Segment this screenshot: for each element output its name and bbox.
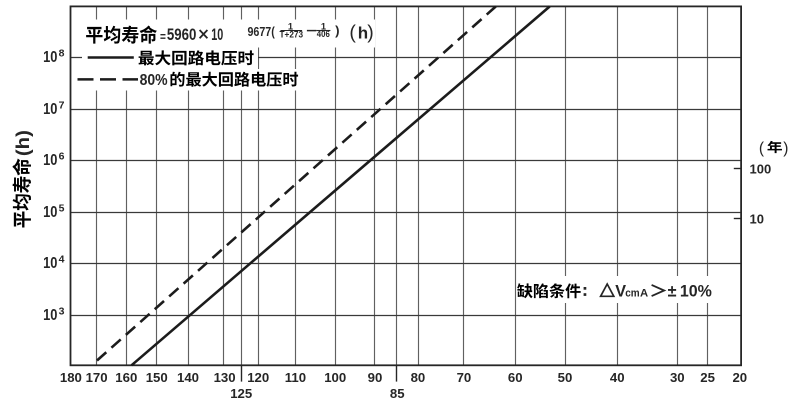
svg-text:110: 110 — [285, 370, 306, 385]
svg-text:V: V — [615, 283, 626, 301]
svg-text:=: = — [160, 30, 166, 44]
svg-text:10: 10 — [43, 101, 57, 118]
svg-text:40: 40 — [610, 370, 625, 385]
svg-text:(h): (h) — [13, 130, 33, 156]
svg-text:10: 10 — [750, 211, 764, 226]
svg-text:85: 85 — [390, 386, 405, 401]
svg-text:100: 100 — [750, 162, 772, 177]
svg-text:A: A — [640, 288, 648, 300]
svg-text:90: 90 — [368, 370, 383, 385]
svg-text:10: 10 — [43, 255, 57, 272]
svg-text:80: 80 — [411, 370, 426, 385]
svg-text:): ) — [783, 140, 788, 157]
svg-text:(: ( — [759, 140, 765, 157]
svg-text:cm: cm — [625, 288, 639, 300]
svg-text:406: 406 — [317, 29, 330, 39]
svg-text:130: 130 — [214, 370, 236, 385]
svg-text:140: 140 — [177, 370, 199, 385]
svg-text:50: 50 — [558, 370, 573, 385]
svg-text:180: 180 — [60, 370, 82, 385]
svg-text:30: 30 — [670, 370, 685, 385]
svg-text:10: 10 — [43, 204, 57, 221]
svg-text:1: 1 — [288, 21, 293, 31]
svg-text:7: 7 — [59, 99, 65, 111]
svg-text:T+273: T+273 — [280, 30, 304, 40]
svg-text:(: ( — [349, 22, 356, 44]
svg-text:): ) — [335, 23, 339, 38]
svg-text:10: 10 — [43, 49, 57, 66]
svg-text:4: 4 — [59, 253, 65, 265]
svg-text:5: 5 — [59, 202, 65, 214]
svg-text:): ) — [367, 22, 374, 44]
svg-text:5960: 5960 — [167, 26, 197, 44]
svg-text:3: 3 — [59, 305, 65, 317]
svg-text:h: h — [358, 24, 368, 43]
svg-text:10: 10 — [43, 152, 57, 169]
svg-text:170: 170 — [86, 370, 108, 385]
svg-text:10: 10 — [43, 307, 57, 324]
svg-text:25: 25 — [700, 370, 715, 385]
svg-text:125: 125 — [230, 386, 252, 401]
svg-text:160: 160 — [115, 370, 137, 385]
svg-text:60: 60 — [508, 370, 523, 385]
svg-text:9677(: 9677( — [248, 24, 276, 39]
svg-text:1: 1 — [321, 21, 326, 31]
svg-text:120: 120 — [247, 370, 269, 385]
svg-text:20: 20 — [732, 370, 747, 385]
svg-text:10: 10 — [211, 26, 223, 44]
svg-text:70: 70 — [457, 370, 472, 385]
svg-text:10%: 10% — [680, 283, 712, 301]
svg-text:6: 6 — [59, 150, 65, 162]
svg-text:100: 100 — [324, 370, 346, 385]
svg-text:8: 8 — [59, 47, 65, 59]
svg-text:80%: 80% — [140, 72, 168, 89]
svg-text:±: ± — [668, 283, 677, 301]
svg-text:150: 150 — [146, 370, 168, 385]
